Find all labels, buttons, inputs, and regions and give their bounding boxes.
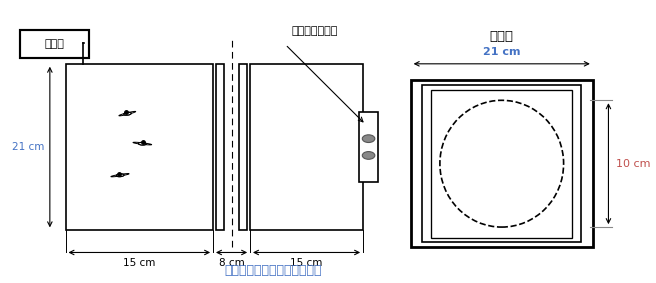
Text: 断面図: 断面図	[490, 29, 514, 42]
Text: 15 cm: 15 cm	[123, 258, 155, 268]
Text: 10 cm: 10 cm	[616, 159, 651, 169]
Text: ブラックライト: ブラックライト	[291, 25, 338, 36]
Bar	[422, 85, 581, 242]
Bar	[432, 90, 572, 238]
Text: 15 cm: 15 cm	[291, 258, 323, 268]
Text: 8 cm: 8 cm	[218, 258, 245, 268]
Text: 温度計: 温度計	[45, 39, 64, 49]
Bar	[216, 64, 224, 230]
Bar	[239, 64, 247, 230]
FancyBboxPatch shape	[20, 30, 89, 58]
Polygon shape	[138, 142, 146, 145]
Text: 21 cm: 21 cm	[483, 47, 520, 57]
Polygon shape	[116, 174, 124, 177]
Text: 21 cm: 21 cm	[12, 142, 45, 152]
Ellipse shape	[440, 100, 564, 227]
Bar	[411, 80, 593, 247]
Ellipse shape	[362, 135, 375, 143]
Polygon shape	[124, 112, 131, 115]
Ellipse shape	[362, 152, 375, 159]
Text: 図１．ヌカカの飛翔実験装置: 図１．ヌカカの飛翔実験装置	[224, 264, 321, 277]
Bar	[359, 112, 379, 182]
Bar	[66, 64, 213, 230]
Bar	[250, 64, 363, 230]
